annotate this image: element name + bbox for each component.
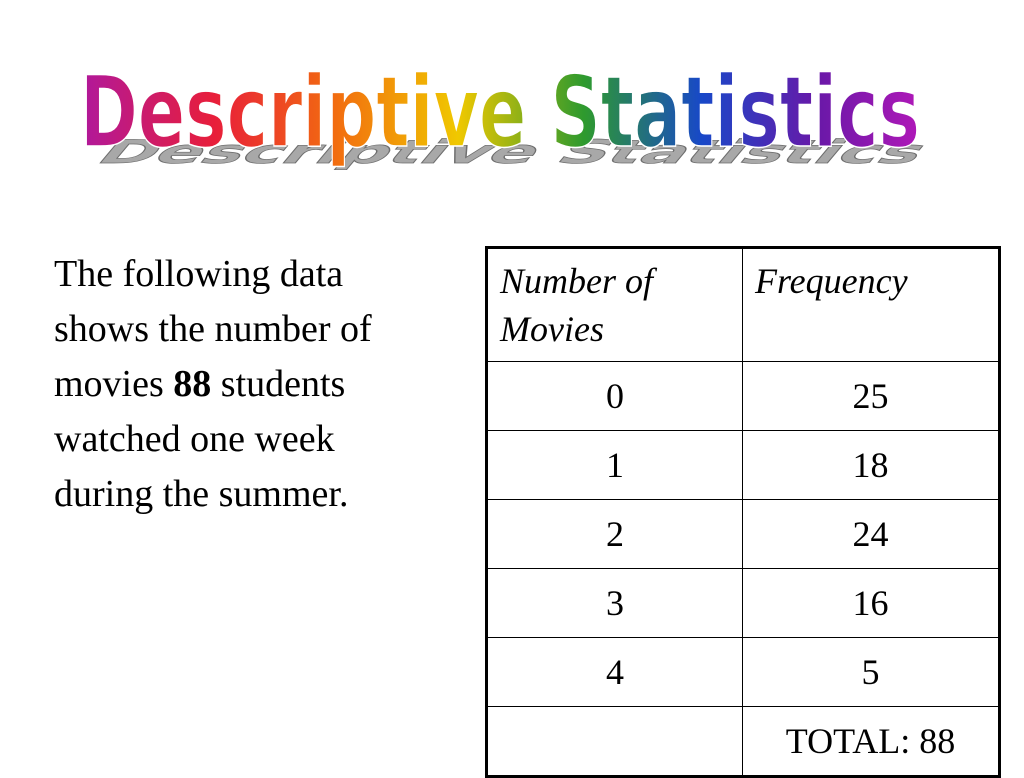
- total-cell: TOTAL: 88: [742, 706, 1000, 777]
- movies-cell: 0: [486, 361, 743, 431]
- title-shadow-text: Descriptive Statistics: [88, 133, 940, 171]
- header-number-of-movies: Number of Movies: [486, 247, 743, 362]
- intro-student-count: 88: [173, 363, 212, 405]
- movies-cell: 3: [486, 568, 743, 638]
- table-row: 0 25: [486, 361, 1000, 431]
- frequency-cell: 25: [742, 361, 1000, 431]
- frequency-cell: 24: [742, 499, 1000, 569]
- frequency-table: Number of Movies Frequency 0 25 1 18 2 2…: [485, 246, 1001, 778]
- table-header-row: Number of Movies Frequency: [486, 247, 1000, 362]
- intro-text-before: The following data shows the number of m…: [54, 253, 372, 405]
- movies-cell-empty: [486, 706, 743, 777]
- table-row: 4 5: [486, 637, 1000, 707]
- intro-paragraph: The following data shows the number of m…: [54, 247, 434, 522]
- title-text: Descriptive Statistics: [80, 56, 920, 170]
- movies-cell: 4: [486, 637, 743, 707]
- frequency-cell: 18: [742, 430, 1000, 500]
- table-row: 2 24: [486, 499, 1000, 569]
- table-total-row: TOTAL: 88: [486, 706, 1000, 777]
- title-wordart: Descriptive Statistics Descriptive Stati…: [79, 55, 940, 171]
- header-frequency: Frequency: [742, 247, 1000, 362]
- frequency-cell: 5: [742, 637, 1000, 707]
- table-row: 1 18: [486, 430, 1000, 500]
- table-row: 3 16: [486, 568, 1000, 638]
- movies-cell: 2: [486, 499, 743, 569]
- frequency-cell: 16: [742, 568, 1000, 638]
- movies-cell: 1: [486, 430, 743, 500]
- intro-text-after: students watched one week during the sum…: [54, 363, 349, 515]
- title-shadow: Descriptive Statistics: [87, 132, 940, 171]
